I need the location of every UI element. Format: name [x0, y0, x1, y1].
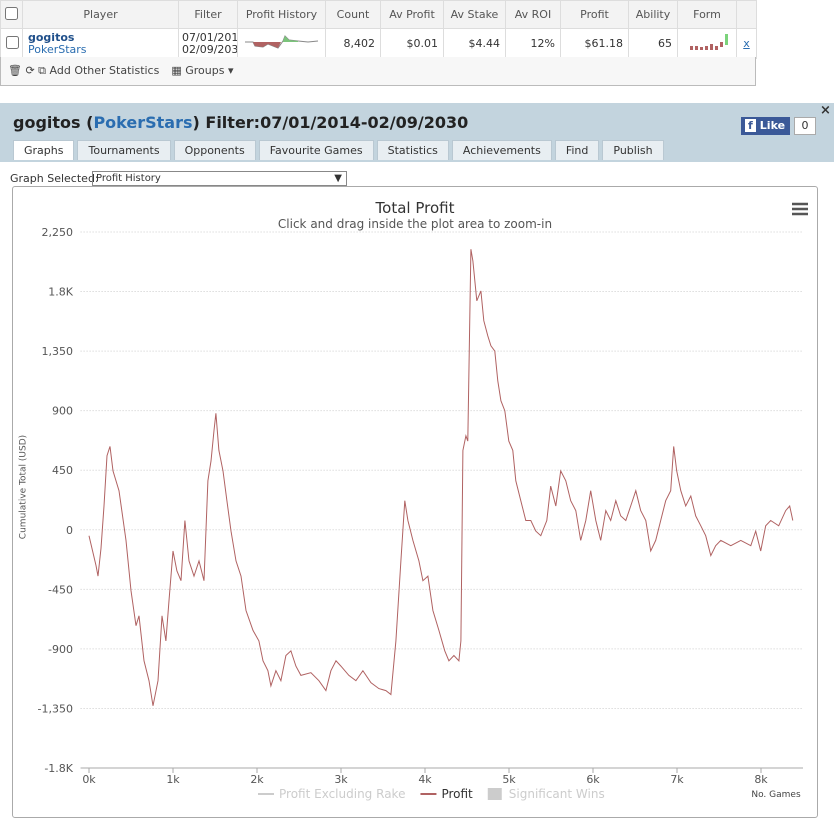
y-tick-label: 1,350 — [42, 345, 74, 358]
col[interactable]: Profit — [560, 0, 629, 29]
x-tick-label: 8k — [754, 773, 768, 786]
player[interactable]: gogitos — [28, 30, 75, 44]
y-tick-label: 900 — [52, 405, 73, 418]
legend-item[interactable]: Significant Wins — [509, 787, 605, 801]
y-tick-label: -450 — [48, 583, 73, 596]
x-tick-label: 7k — [670, 773, 684, 786]
x-tick-label: 5k — [502, 773, 516, 786]
like-count: 0 — [794, 117, 816, 135]
av-profit: $0.01 — [380, 28, 444, 59]
like-text: Like — [759, 119, 786, 132]
profit: $61.18 — [560, 28, 629, 59]
like-button[interactable]: f Like — [741, 117, 791, 135]
content: Graph Selected: Profit History ▼ Total Pr… — [0, 162, 834, 826]
x-axis-label: No. Games — [751, 790, 801, 800]
y-tick-label: 2,250 — [42, 226, 74, 239]
legend-symbol — [487, 788, 502, 800]
x-tick-label: 4k — [418, 773, 432, 786]
count: 8,402 — [325, 28, 381, 59]
y-tick-label: 1.8K — [48, 286, 73, 299]
profit-line — [88, 249, 794, 706]
heading-site[interactable]: PokerStars — [93, 113, 193, 132]
col[interactable]: Av Profit — [380, 0, 444, 29]
tab[interactable]: Publish — [602, 140, 664, 160]
av-roi: 12% — [505, 28, 561, 59]
tab[interactable]: Opponents — [173, 140, 256, 160]
remove[interactable]: x — [743, 37, 750, 50]
col[interactable]: Profit History — [237, 0, 326, 29]
col[interactable]: Ability — [628, 0, 678, 29]
col[interactable]: Form — [677, 0, 737, 29]
col[interactable]: Av Stake — [443, 0, 506, 29]
col[interactable]: Player — [22, 0, 179, 29]
y-tick-label: -1,350 — [38, 702, 73, 715]
heading-filter: Filter:07/01/2014-02/09/2030 — [205, 113, 469, 132]
chart-title: Total Profit — [375, 199, 455, 217]
add-stats[interactable]: Add Other Statistics — [49, 64, 160, 77]
legend-item[interactable]: Profit Excluding Rake — [279, 787, 405, 801]
col[interactable]: Count — [325, 0, 381, 29]
site: PokerStars — [28, 42, 87, 56]
y-axis-label: Cumulative Total (USD) — [19, 435, 29, 539]
close[interactable]: × — [820, 103, 831, 118]
toolbar: 🗑 ⟳ ⧉ Add Other Statistics ▦ Groups ▾ — [0, 57, 756, 86]
tab[interactable]: Find — [554, 140, 600, 160]
x-tick-label: 1k — [166, 773, 180, 786]
panel: gogitos (PokerStars) Filter:07/01/2014-0… — [0, 103, 834, 826]
av-stake: $4.44 — [443, 28, 506, 59]
y-tick-label: 450 — [52, 464, 73, 477]
filter-from: 07/01/2014 — [182, 30, 237, 44]
x-tick-label: 2k — [250, 773, 264, 786]
legend-item[interactable]: Profit — [441, 787, 473, 801]
tabs: Graphs Tournaments Opponents Favourite Game… — [13, 140, 667, 160]
y-tick-label: -900 — [48, 643, 73, 656]
sparkline — [245, 35, 319, 49]
heading: gogitos (PokerStars) Filter:07/01/2014-0… — [13, 113, 469, 132]
groups[interactable]: Groups — [185, 64, 225, 77]
graph-select-label: Graph Selected: — [10, 172, 99, 185]
col[interactable]: Av ROI — [505, 0, 561, 29]
graph-select[interactable]: Profit History ▼ — [92, 171, 347, 186]
tab[interactable]: Favourite Games — [258, 140, 374, 160]
stats-table: Player Filter Profit History Count Av Profit… — [0, 0, 757, 59]
select-all[interactable] — [0, 0, 23, 29]
tab[interactable]: Tournaments — [77, 140, 171, 160]
heading-player: gogitos — [13, 113, 81, 132]
tab[interactable]: Statistics — [376, 140, 449, 160]
tab[interactable]: Achievements — [451, 140, 552, 160]
row-check[interactable] — [0, 28, 23, 59]
ability: 65 — [628, 28, 678, 59]
tab[interactable]: Graphs — [13, 140, 75, 160]
col[interactable]: Filter — [178, 0, 238, 29]
form — [690, 34, 728, 50]
graph-select-value: Profit History — [96, 173, 161, 184]
filter-to: 02/09/2030 — [182, 42, 237, 56]
x-tick-label: 0k — [82, 773, 96, 786]
y-tick-label: 0 — [66, 524, 73, 537]
x-tick-label: 6k — [586, 773, 600, 786]
menu-icon — [792, 202, 808, 216]
x-tick-label: 3k — [334, 773, 348, 786]
chart-subtitle: Click and drag inside the plot area to z… — [278, 217, 552, 231]
y-tick-label: -1.8K — [44, 762, 73, 775]
